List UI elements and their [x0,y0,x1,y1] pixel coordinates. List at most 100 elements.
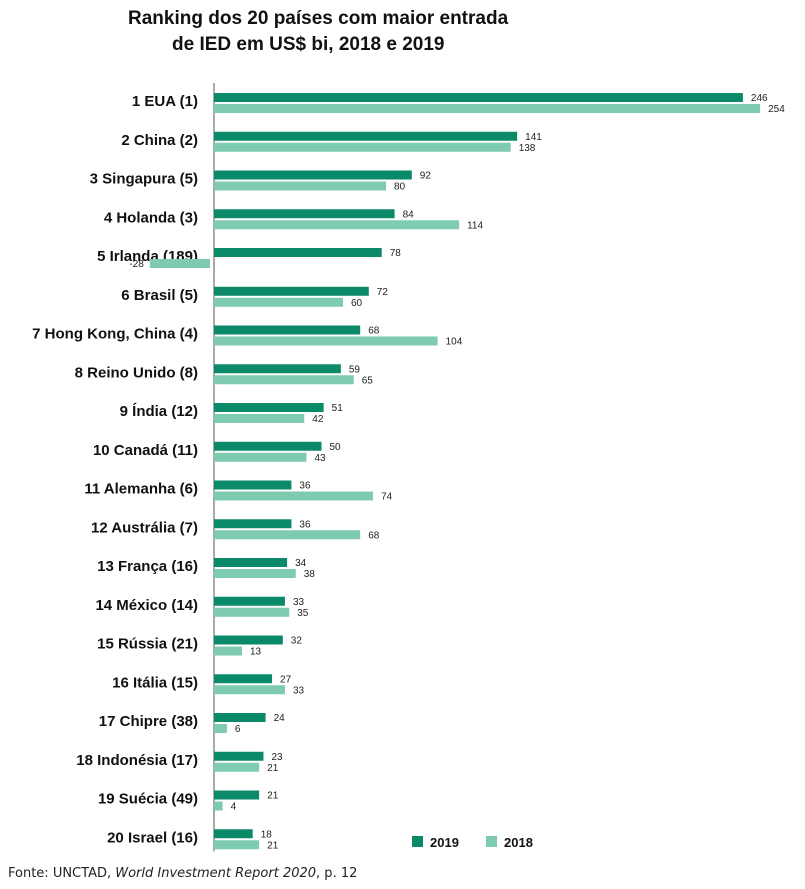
category-label: 2 China (2) [121,132,198,149]
bar-2019 [214,596,285,606]
bar-2018 [149,259,210,268]
data-label-2019: 18 [261,829,273,840]
bar-2019 [214,131,518,141]
category-label: 3 Singapura (5) [90,171,198,188]
legend-swatch-2019 [412,836,423,847]
data-label-2018: 65 [362,375,374,386]
chart-title-line-2: de IED em US$ bi, 2018 e 2019 [172,34,445,55]
bar-2019 [214,713,266,722]
bar-2018 [214,646,242,656]
data-label-2018: 38 [304,569,316,580]
bar-2019 [214,480,292,490]
category-label: 13 França (16) [97,558,198,575]
bar-2018 [214,142,511,152]
data-label-2018: 104 [446,337,463,348]
bar-2018 [214,375,354,385]
bar-2018 [214,685,285,695]
category-label: 17 Chipre (38) [99,713,198,730]
legend-label-2019: 2019 [430,835,459,850]
data-label-2019: 33 [293,597,305,608]
bar-2018 [214,724,227,733]
bar-2019 [214,209,395,219]
data-label-2019: 68 [368,326,380,337]
category-label: 18 Indonésia (17) [76,752,198,769]
bar-2019 [214,790,260,800]
bar-2019 [214,635,283,645]
data-label-2018: 35 [297,608,309,619]
data-label-2019: 21 [267,791,279,802]
data-label-2019: 24 [274,713,286,724]
data-label-2019: 84 [403,209,415,220]
bar-2018 [214,181,386,191]
bar-2019 [214,558,288,567]
bar-2019 [214,248,382,257]
data-label-2018: 42 [312,414,324,425]
data-label-2019: 36 [299,519,311,530]
bar-2018 [214,840,260,850]
bar-2019 [214,441,322,451]
data-label-2019: 72 [377,287,389,298]
data-label-2019: 78 [390,248,402,259]
category-label: 7 Hong Kong, China (4) [32,326,198,343]
category-label: 8 Reino Unido (8) [75,364,198,381]
data-label-2019: 23 [271,752,283,763]
data-label-2018: 21 [267,763,279,774]
data-label-2018: -28 [129,259,144,270]
category-label: 12 Austrália (7) [91,519,198,536]
data-label-2019: 32 [291,636,303,647]
data-label-2018: 114 [467,220,483,231]
bar-2018 [214,762,260,772]
data-label-2018: 74 [381,492,393,503]
category-label: 11 Alemanha (6) [84,481,198,498]
data-label-2019: 27 [280,674,292,685]
category-label: 16 Itália (15) [112,674,198,691]
data-label-2019: 59 [349,364,361,375]
bar-2019 [214,170,412,180]
source-prefix: Fonte: UNCTAD, [8,866,116,881]
data-label-2019: 141 [525,132,542,143]
category-label: 15 Rússia (21) [97,636,198,653]
data-label-2018: 6 [235,724,241,735]
data-label-2018: 13 [250,647,262,658]
source-note: Fonte: UNCTAD, World Investment Report 2… [8,866,357,881]
data-label-2018: 138 [519,143,536,154]
data-label-2018: 4 [231,802,237,813]
category-label: 10 Canadá (11) [93,442,198,459]
category-label: 9 Índia (12) [120,403,198,420]
source-suffix: , p. 12 [316,866,358,881]
category-label: 20 Israel (16) [107,829,198,846]
data-label-2018: 21 [267,840,279,851]
chart-title-line-1: Ranking dos 20 países com maior entrada [128,8,509,29]
legend-swatch-2018 [486,836,497,847]
bar-2018 [214,336,438,346]
bar-2018 [214,569,296,578]
bar-2018 [214,452,307,462]
bar-2018 [214,414,305,423]
source-publication: World Investment Report 2020 [115,866,317,881]
data-label-2019: 92 [420,171,432,182]
bar-2019 [214,403,324,412]
bar-2019 [214,364,341,374]
data-label-2018: 254 [768,104,785,115]
legend-label-2018: 2018 [504,835,533,850]
data-label-2018: 43 [314,453,326,464]
category-label: 4 Holanda (3) [104,209,198,226]
data-label-2019: 246 [751,93,768,104]
bar-2018 [214,607,290,617]
data-label-2018: 60 [351,298,363,309]
data-label-2019: 34 [295,558,307,569]
category-label: 1 EUA (1) [132,93,198,110]
bar-2019 [214,519,292,529]
bar-2018 [214,220,460,230]
data-label-2019: 50 [330,442,342,453]
bar-2019 [214,751,264,761]
bar-2018 [214,491,374,501]
bar-2018 [214,801,223,811]
bar-2019 [214,325,361,335]
bar-2019 [214,93,743,102]
category-label: 6 Brasil (5) [121,287,198,304]
bar-2019 [214,286,369,296]
bar-2018 [214,297,343,307]
bar-2019 [214,674,273,684]
